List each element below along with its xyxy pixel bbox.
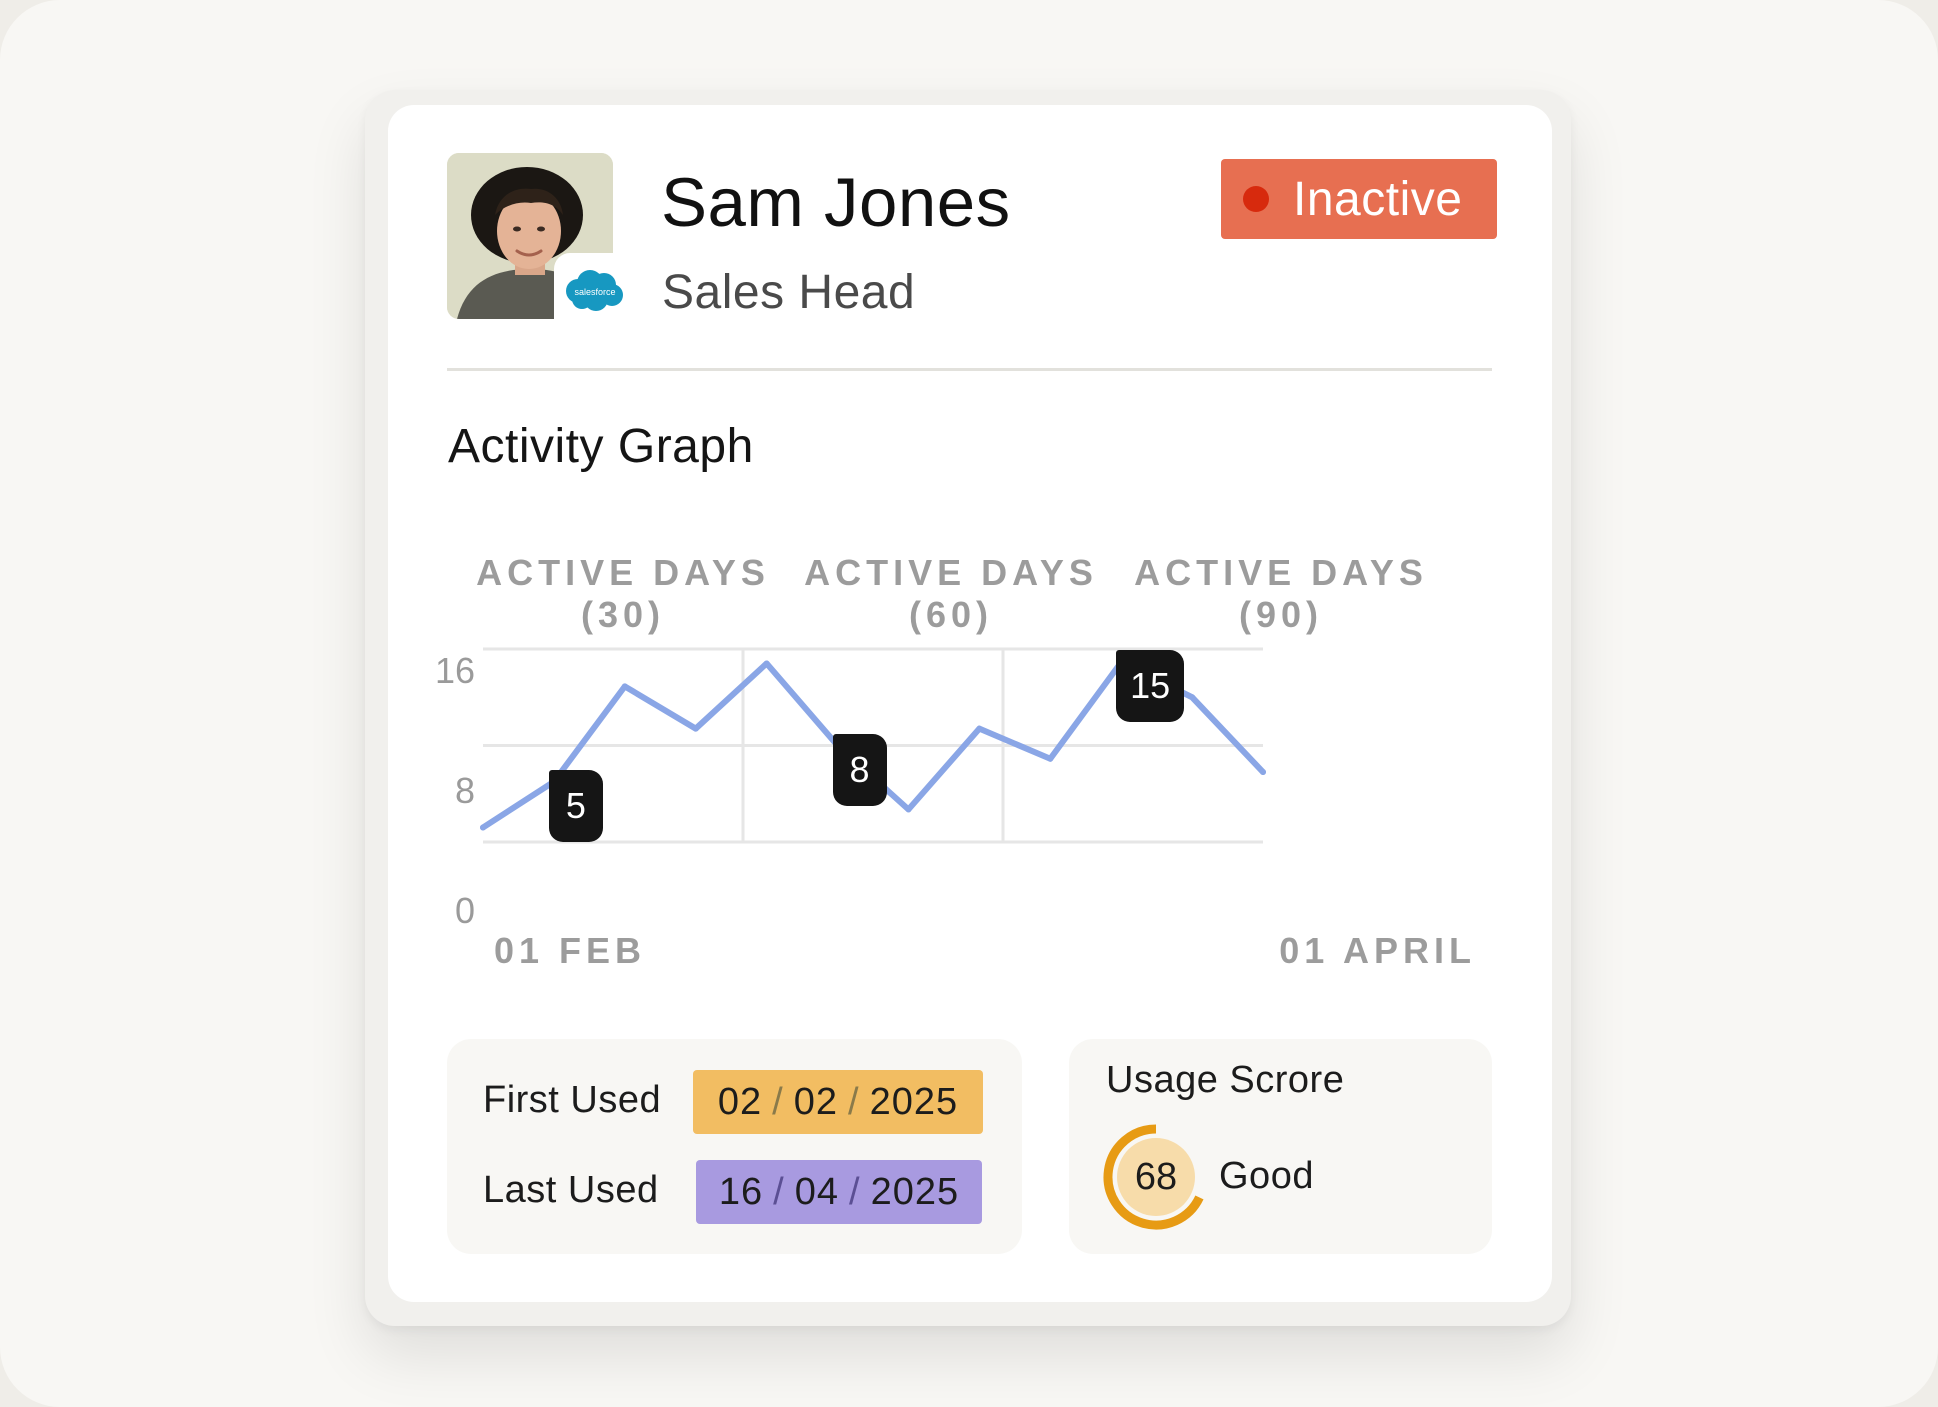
status-dot-icon xyxy=(1243,186,1269,212)
data-point-label: 8 xyxy=(832,733,887,806)
data-point-label: 15 xyxy=(1116,650,1185,723)
gauge-arc xyxy=(1103,1124,1204,1230)
first-used-date: 02 / 02 / 2025 xyxy=(693,1070,983,1134)
column-header-period: (30) xyxy=(580,594,666,635)
svg-text:salesforce: salesforce xyxy=(574,287,615,297)
y-tick-label: 0 xyxy=(454,890,475,931)
profile-role: Sales Head xyxy=(662,266,916,319)
first-used-label: First Used xyxy=(483,1079,662,1121)
data-point-label: 5 xyxy=(548,769,603,842)
first-used-year: 2025 xyxy=(869,1080,959,1123)
data-point xyxy=(1047,755,1054,762)
date-separator: / xyxy=(772,1080,784,1123)
y-tick-label: 16 xyxy=(434,650,475,691)
status-badge[interactable]: Inactive xyxy=(1221,159,1497,239)
salesforce-badge: salesforce xyxy=(554,253,632,331)
column-header-active-30: ACTIVE DAYS (30) xyxy=(473,552,773,636)
first-used-day: 02 xyxy=(717,1080,763,1123)
column-header-line: ACTIVE DAYS xyxy=(476,552,770,593)
column-header-period: (90) xyxy=(1238,594,1324,635)
profile-name: Sam Jones xyxy=(661,164,1011,241)
usage-score-panel: Usage Scrore 68 Good xyxy=(1069,1039,1492,1254)
data-point xyxy=(976,725,983,732)
usage-score-title: Usage Scrore xyxy=(1106,1059,1345,1101)
usage-score-value: 68 xyxy=(1134,1155,1178,1198)
data-point xyxy=(1189,694,1196,701)
column-header-period: (60) xyxy=(908,594,994,635)
last-used-date: 16 / 04 / 2025 xyxy=(696,1160,982,1224)
data-point xyxy=(692,725,699,732)
data-point xyxy=(621,683,628,690)
activity-graph-title: Activity Graph xyxy=(448,420,754,473)
last-used-day: 16 xyxy=(718,1170,764,1213)
date-separator: / xyxy=(848,1080,860,1123)
data-point xyxy=(905,806,912,813)
gauge-fill xyxy=(1117,1138,1195,1216)
data-point xyxy=(1260,769,1266,776)
usage-score-gauge xyxy=(1103,1124,1204,1230)
y-tick-label: 8 xyxy=(454,770,475,811)
column-header-line: ACTIVE DAYS xyxy=(804,552,1098,593)
status-label: Inactive xyxy=(1293,172,1463,226)
data-point xyxy=(763,660,770,667)
x-tick-label-start: 01 FEB xyxy=(494,930,647,971)
date-separator: / xyxy=(773,1170,785,1213)
column-header-line: ACTIVE DAYS xyxy=(1134,552,1428,593)
date-separator: / xyxy=(849,1170,861,1213)
usage-dates-panel: First Used 02 / 02 / 2025 Last Used 16 /… xyxy=(447,1039,1022,1254)
salesforce-logo-icon: salesforce xyxy=(566,270,623,311)
usage-score-text: Good xyxy=(1219,1155,1314,1197)
header-divider xyxy=(447,368,1492,371)
x-tick-label-end: 01 APRIL xyxy=(1279,930,1476,971)
last-used-month: 04 xyxy=(794,1170,839,1213)
last-used-label: Last Used xyxy=(483,1169,659,1211)
column-header-active-90: ACTIVE DAYS (90) xyxy=(1131,552,1431,636)
data-point xyxy=(480,824,486,831)
last-used-year: 2025 xyxy=(870,1170,960,1213)
column-header-active-60: ACTIVE DAYS (60) xyxy=(801,552,1101,636)
first-used-month: 02 xyxy=(793,1080,838,1123)
profile-card: salesforce Sam Jones Sales Head Inactive… xyxy=(388,105,1552,1302)
